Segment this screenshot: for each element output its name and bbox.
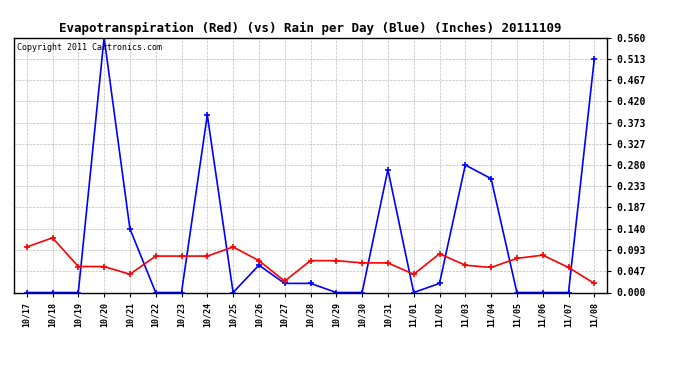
Title: Evapotranspiration (Red) (vs) Rain per Day (Blue) (Inches) 20111109: Evapotranspiration (Red) (vs) Rain per D…: [59, 22, 562, 35]
Text: Copyright 2011 Cartronics.com: Copyright 2011 Cartronics.com: [17, 43, 161, 52]
